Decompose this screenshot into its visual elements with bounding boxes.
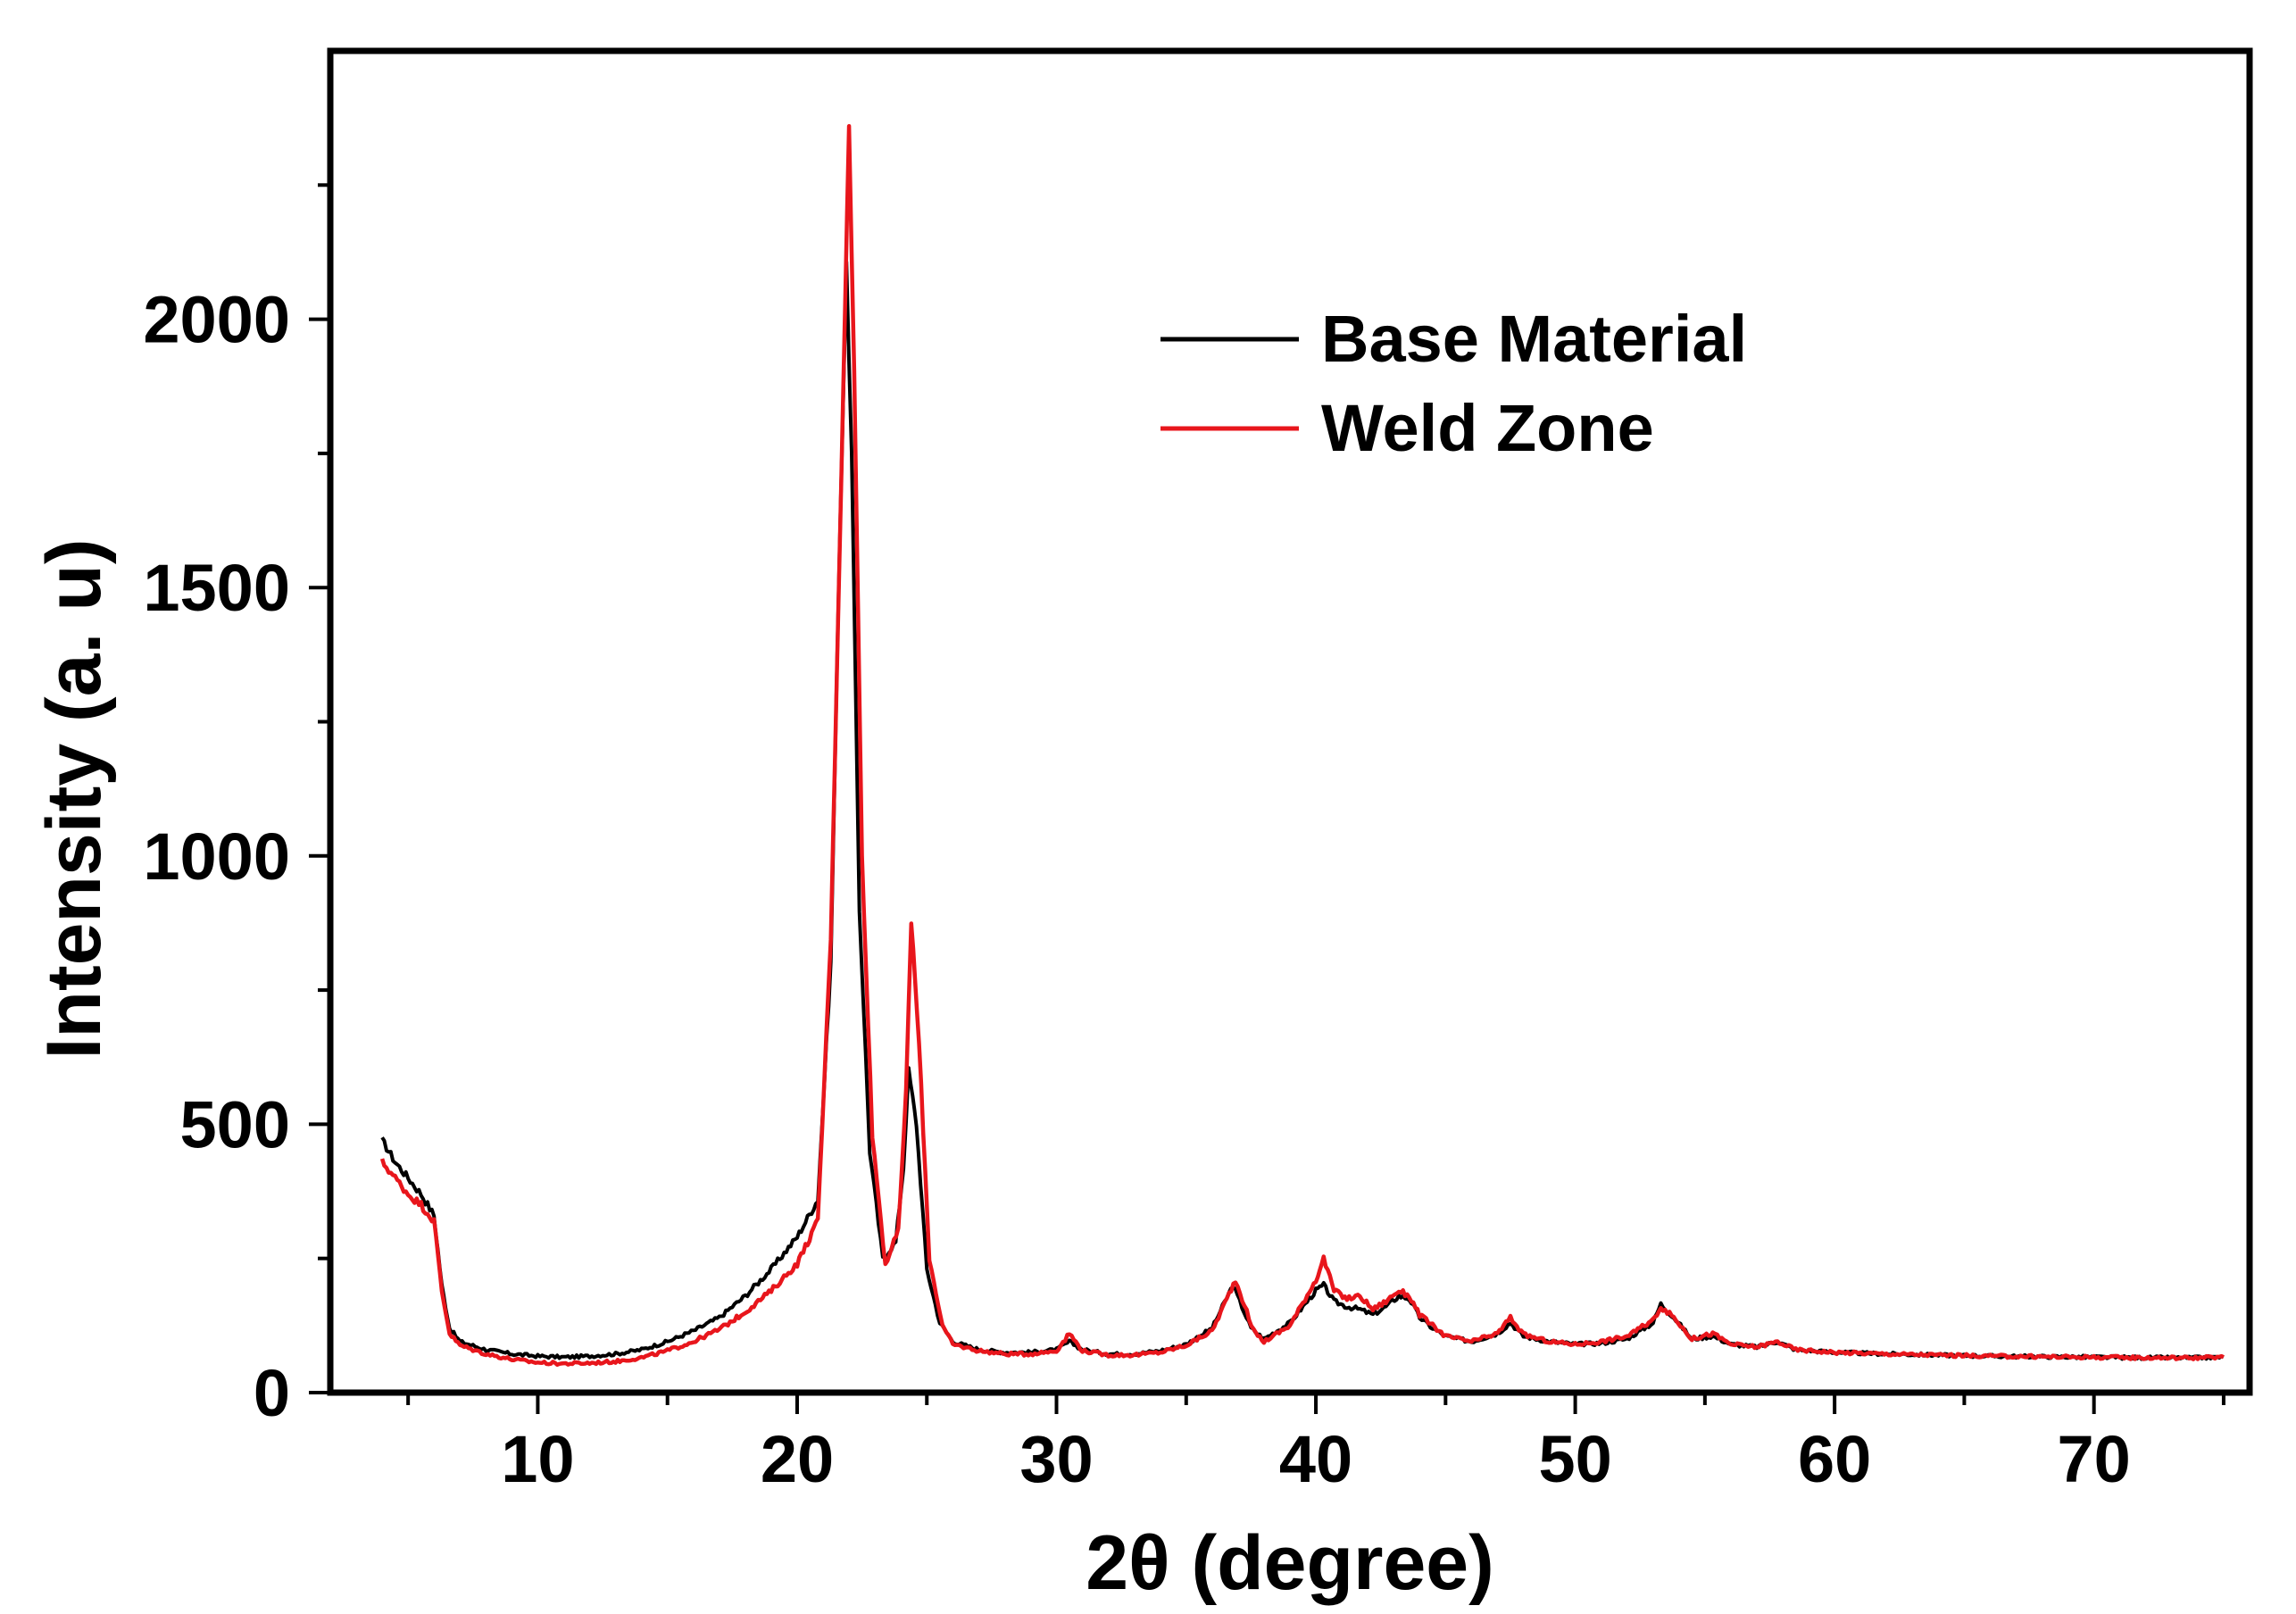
series-line-base-material [380, 260, 2225, 1361]
plot-frame [327, 47, 2253, 1396]
x-tick-label: 40 [1279, 1422, 1352, 1496]
x-axis-title: 2θ (degree) [1086, 1520, 1494, 1606]
y-tick-label: 2000 [143, 283, 290, 357]
x-tick-label: 60 [1798, 1422, 1871, 1496]
y-axis-title: Intensity (a. u) [31, 539, 117, 1060]
x-axis-ticks: 10 20 30 40 50 60 70 [406, 1393, 2225, 1496]
x-tick-label: 70 [2058, 1422, 2131, 1496]
x-tick-label: 20 [761, 1422, 834, 1496]
x-tick-label: 30 [1019, 1422, 1093, 1496]
x-tick-label: 10 [501, 1422, 574, 1496]
legend-label-base-material: Base Material [1321, 302, 1747, 376]
series-line-weld-zone [379, 124, 2225, 1368]
y-tick-label: 1000 [143, 819, 290, 894]
y-tick-label: 500 [180, 1087, 290, 1161]
y-tick-label: 0 [254, 1356, 290, 1430]
legend-label-weld-zone: Weld Zone [1321, 391, 1654, 465]
series-layer [379, 124, 2225, 1368]
y-axis-ticks: 0 500 1000 1500 2000 [143, 183, 330, 1430]
x-tick-label: 50 [1538, 1422, 1611, 1496]
legend: Base Material Weld Zone [1160, 302, 1747, 465]
y-tick-label: 1500 [143, 551, 290, 625]
